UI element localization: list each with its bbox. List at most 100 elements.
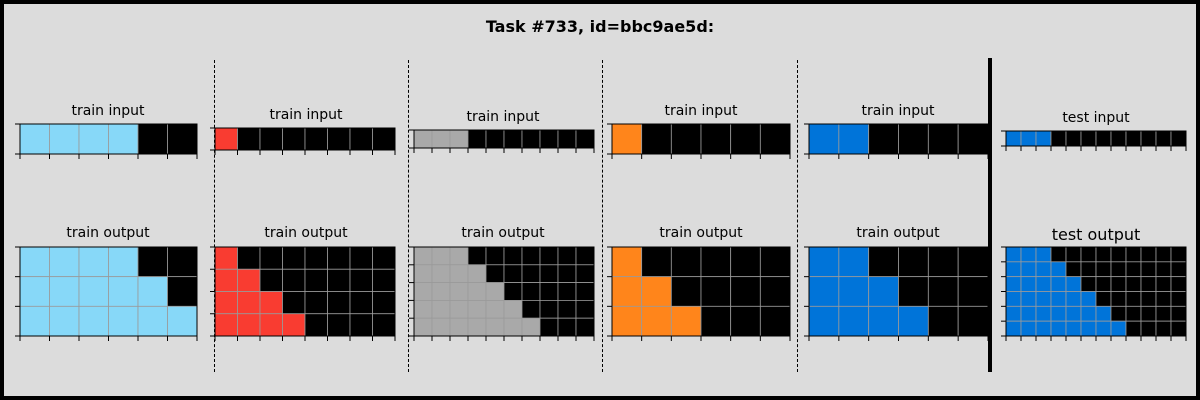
grid-cell bbox=[1170, 276, 1187, 292]
train-output-label: train output bbox=[264, 225, 348, 241]
train-input-grid bbox=[409, 129, 595, 153]
grid-cell bbox=[1110, 305, 1127, 322]
grid-cell bbox=[521, 246, 541, 266]
grid-cell bbox=[838, 123, 870, 155]
grid-cell bbox=[575, 129, 595, 149]
grid-cell bbox=[1035, 261, 1052, 278]
grid-cell bbox=[282, 291, 306, 315]
grid-cell bbox=[927, 305, 959, 337]
train-output-grid bbox=[210, 246, 396, 341]
grid-cell bbox=[611, 246, 643, 278]
grid-cell bbox=[1050, 246, 1067, 263]
grid-cell bbox=[1110, 291, 1127, 307]
train-output-grid bbox=[804, 246, 989, 341]
grid-cell bbox=[214, 313, 238, 337]
grid-cell bbox=[372, 268, 396, 292]
grid-cell bbox=[868, 305, 899, 337]
grid-cell bbox=[1080, 305, 1097, 322]
grid-cell bbox=[575, 317, 595, 337]
grid-cell bbox=[1170, 291, 1187, 307]
grid-cell bbox=[282, 246, 306, 270]
grid-cell bbox=[467, 317, 487, 337]
grid-cell bbox=[449, 282, 469, 301]
grid-cell bbox=[327, 268, 351, 292]
grid-cell bbox=[1155, 246, 1172, 263]
grid-cell bbox=[1170, 246, 1187, 263]
grid-cell bbox=[19, 123, 50, 155]
grid-cell bbox=[214, 268, 238, 292]
grid-cell bbox=[1020, 305, 1037, 322]
grid-cell bbox=[759, 123, 791, 155]
grid-cell bbox=[1005, 320, 1022, 337]
grid-cell bbox=[327, 313, 351, 337]
grid-cell bbox=[641, 276, 672, 307]
test-output-grid bbox=[1001, 246, 1187, 341]
train-input-grid bbox=[15, 123, 198, 159]
grid-cell bbox=[1140, 320, 1157, 337]
grid-cell bbox=[641, 123, 672, 155]
grid-cell bbox=[49, 246, 80, 278]
grid-cell bbox=[898, 276, 929, 307]
grid-cell bbox=[349, 246, 373, 270]
pair-separator bbox=[214, 60, 215, 372]
grid-cell bbox=[730, 123, 761, 155]
grid-cell bbox=[700, 246, 732, 278]
grid-cell bbox=[259, 313, 283, 337]
grid-cell bbox=[1095, 320, 1112, 337]
grid-cell bbox=[304, 246, 328, 270]
grid-cell bbox=[49, 276, 80, 307]
grid-cell bbox=[1065, 320, 1082, 337]
grid-cell bbox=[1035, 305, 1052, 322]
train-input-label: train input bbox=[664, 103, 738, 119]
grid-cell bbox=[1005, 246, 1022, 263]
grid-cell bbox=[575, 264, 595, 283]
grid-cell bbox=[521, 129, 541, 149]
grid-cell bbox=[214, 246, 238, 270]
grid-cell bbox=[957, 123, 989, 155]
grid-cell bbox=[838, 276, 870, 307]
grid-cell bbox=[641, 246, 672, 278]
train-output-label: train output bbox=[856, 225, 940, 241]
grid-cell bbox=[1035, 276, 1052, 292]
grid-cell bbox=[808, 246, 840, 278]
grid-cell bbox=[957, 246, 989, 278]
grid-cell bbox=[1020, 291, 1037, 307]
grid-cell bbox=[467, 129, 487, 149]
grid-cell bbox=[372, 246, 396, 270]
grid-cell bbox=[1155, 261, 1172, 278]
grid-cell bbox=[868, 276, 899, 307]
grid-cell bbox=[730, 276, 761, 307]
grid-cell bbox=[539, 246, 559, 266]
grid-cell bbox=[1005, 130, 1022, 147]
grid-cell bbox=[503, 317, 523, 337]
grid-cell bbox=[808, 305, 840, 337]
grid-cell bbox=[237, 268, 261, 292]
grid-cell bbox=[282, 127, 306, 151]
grid-cell bbox=[1080, 261, 1097, 278]
grid-cell bbox=[1155, 320, 1172, 337]
grid-cell bbox=[1140, 276, 1157, 292]
grid-cell bbox=[485, 246, 505, 266]
grid-cell bbox=[327, 246, 351, 270]
grid-cell bbox=[641, 305, 672, 337]
grid-cell bbox=[137, 123, 168, 155]
grid-cell bbox=[1110, 246, 1127, 263]
grid-cell bbox=[557, 129, 577, 149]
grid-cell bbox=[1020, 246, 1037, 263]
grid-cell bbox=[1140, 291, 1157, 307]
grid-cell bbox=[167, 276, 198, 307]
grid-cell bbox=[431, 317, 451, 337]
grid-cell bbox=[1035, 291, 1052, 307]
train-input-grid bbox=[804, 123, 989, 159]
grid-cell bbox=[1065, 276, 1082, 292]
grid-cell bbox=[1095, 261, 1112, 278]
grid-cell bbox=[927, 246, 959, 278]
grid-cell bbox=[1050, 130, 1067, 147]
grid-cell bbox=[1005, 261, 1022, 278]
grid-cell bbox=[1125, 261, 1142, 278]
grid-cell bbox=[1170, 305, 1187, 322]
grid-cell bbox=[1170, 130, 1187, 147]
grid-cell bbox=[108, 123, 139, 155]
grid-cell bbox=[449, 264, 469, 283]
pair-separator bbox=[602, 60, 603, 372]
